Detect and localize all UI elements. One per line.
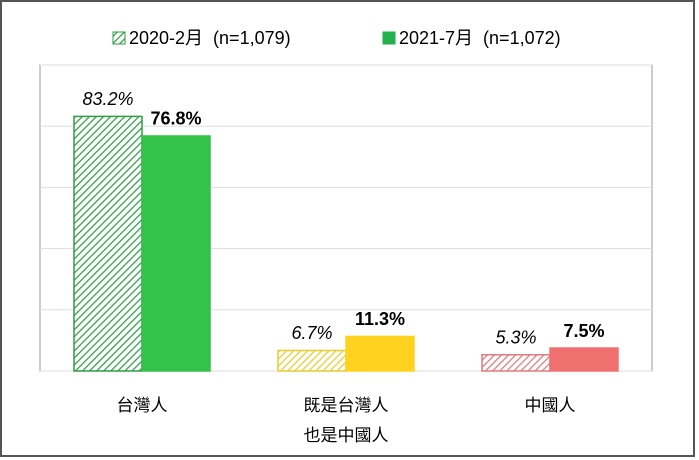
bar — [345, 335, 415, 372]
legend-label: 2020-2月 (n=1,079) — [129, 28, 291, 48]
data-label: 7.5% — [563, 321, 604, 341]
legend-marker — [382, 31, 396, 45]
data-label: 76.8% — [150, 109, 201, 129]
data-label: 6.7% — [291, 323, 332, 343]
data-label: 5.3% — [495, 328, 536, 348]
x-tick-label: 既是台灣人 也是中國人 — [303, 396, 389, 446]
x-tick-label: 中國人 — [524, 396, 576, 416]
legend-marker — [112, 31, 126, 45]
bar — [549, 347, 619, 372]
bar — [481, 354, 551, 372]
bar — [141, 135, 211, 372]
bar — [277, 349, 347, 372]
data-label: 83.2% — [82, 89, 133, 109]
bar — [73, 115, 143, 372]
x-tick-label: 台灣人 — [116, 396, 168, 416]
legend-label: 2021-7月 (n=1,072) — [399, 28, 561, 48]
data-label: 11.3% — [355, 309, 405, 329]
